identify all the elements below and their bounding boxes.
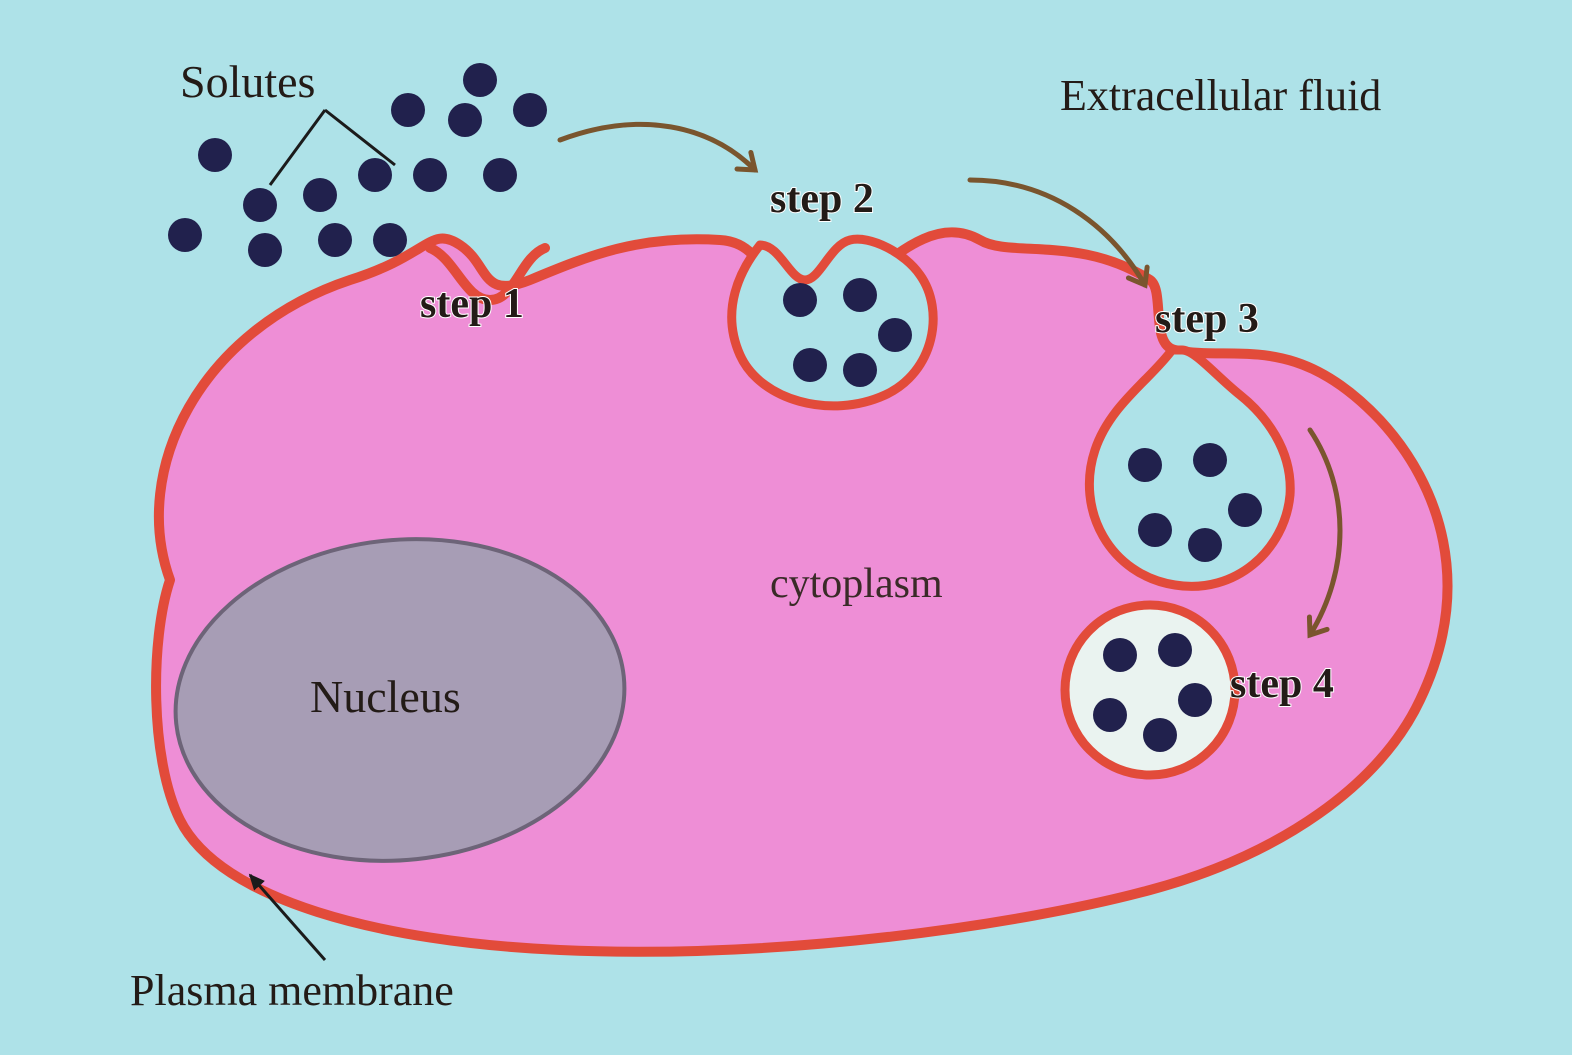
solute-dot <box>843 278 877 312</box>
vesicle-step4 <box>1065 605 1235 775</box>
solutes-label: Solutes <box>180 55 315 108</box>
solute-dot <box>1093 698 1127 732</box>
solute-dot <box>1158 633 1192 667</box>
step1-label: step 1 <box>420 280 524 328</box>
solute-dot <box>1143 718 1177 752</box>
solute-dot <box>318 223 352 257</box>
solute-dot <box>1193 443 1227 477</box>
solute-dot <box>1178 683 1212 717</box>
solute-dot <box>168 218 202 252</box>
nucleus-label: Nucleus <box>310 670 461 723</box>
solute-dot <box>1103 638 1137 672</box>
diagram-stage: Solutes Extracellular fluid cytoplasm Nucle… <box>0 0 1572 1055</box>
solute-dot <box>413 158 447 192</box>
solute-dot <box>1228 493 1262 527</box>
cytoplasm-label: cytoplasm <box>770 560 943 608</box>
step2-label: step 2 <box>770 175 874 223</box>
solute-dot <box>243 188 277 222</box>
solute-dot <box>198 138 232 172</box>
step4-label: step 4 <box>1230 660 1334 708</box>
solute-dot <box>303 178 337 212</box>
solute-dot <box>448 103 482 137</box>
solute-dot <box>513 93 547 127</box>
solute-dot <box>1188 528 1222 562</box>
solute-dot <box>878 318 912 352</box>
solute-dot <box>358 158 392 192</box>
solute-dot <box>1128 448 1162 482</box>
extracell-label: Extracellular fluid <box>1060 70 1381 121</box>
step3-label: step 3 <box>1155 295 1259 343</box>
solute-dot <box>463 63 497 97</box>
plasma-label: Plasma membrane <box>130 965 454 1016</box>
solute-dot <box>1138 513 1172 547</box>
solute-dot <box>783 283 817 317</box>
solute-dot <box>843 353 877 387</box>
diagram-svg <box>0 0 1572 1055</box>
solute-dot <box>483 158 517 192</box>
solute-dot <box>793 348 827 382</box>
solute-dot <box>248 233 282 267</box>
solute-dot <box>391 93 425 127</box>
solute-dot <box>373 223 407 257</box>
